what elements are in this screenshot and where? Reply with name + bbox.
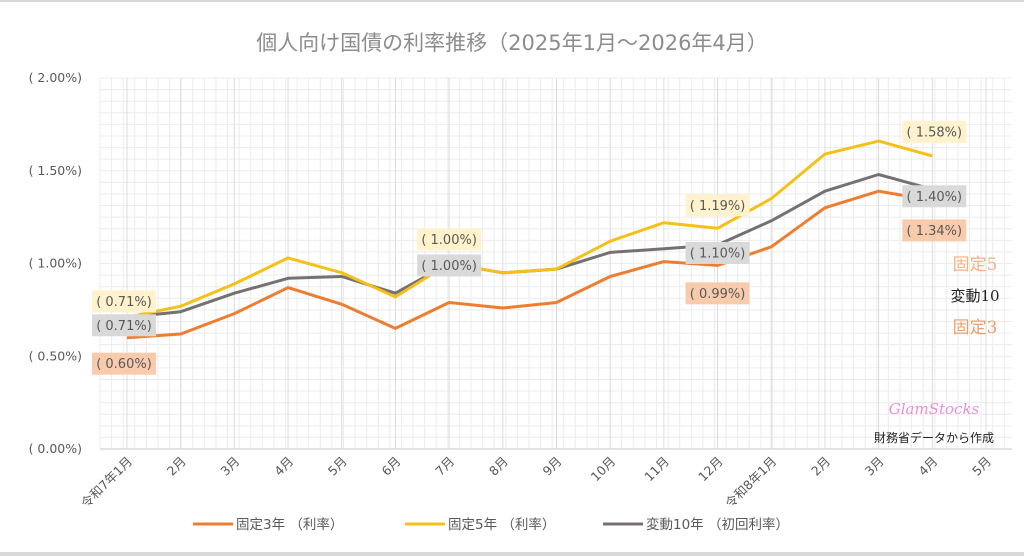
chart-title: 個人向け国債の利率推移（2025年1月～2026年4月） bbox=[256, 31, 768, 55]
legend-label: 固定3年 （利率） bbox=[236, 516, 343, 533]
data-label-text: ( 1.10%) bbox=[690, 246, 746, 261]
legend: 固定3年 （利率） 固定5年 （利率） 変動10年 （初回利率） bbox=[193, 516, 789, 533]
y-axis: ( 0.00%) ( 0.50%) ( 1.00%) ( 1.50%) ( 2.00%) bbox=[29, 70, 82, 456]
data-label: ( 0.99%) bbox=[685, 282, 750, 305]
data-label-text: ( 0.60%) bbox=[96, 357, 152, 372]
y-tick-label: ( 1.50%) bbox=[29, 163, 82, 178]
data-label: ( 0.71%) bbox=[92, 314, 156, 337]
data-label-bg bbox=[685, 194, 750, 217]
data-label: ( 1.40%) bbox=[902, 185, 967, 208]
series-tag-fixed3: 固定3 bbox=[953, 318, 998, 338]
x-tick-label: 3月 bbox=[217, 454, 242, 479]
x-tick-label: 4月 bbox=[271, 454, 296, 479]
x-tick-label: 8月 bbox=[486, 454, 511, 479]
data-label-bg bbox=[685, 282, 750, 305]
legend-item: 固定3年 （利率） bbox=[193, 516, 343, 533]
data-label: ( 1.34%) bbox=[902, 219, 967, 242]
data-label-text: ( 1.40%) bbox=[907, 190, 963, 205]
data-label: ( 1.00%) bbox=[417, 228, 482, 251]
source-note: 財務省データから作成 bbox=[874, 430, 994, 445]
data-label-text: ( 1.00%) bbox=[421, 259, 477, 274]
x-tick-label: 3月 bbox=[862, 454, 887, 479]
y-tick-label: ( 2.00%) bbox=[29, 70, 82, 85]
legend-label: 固定5年 （利率） bbox=[448, 516, 555, 533]
data-label: ( 0.60%) bbox=[92, 352, 156, 375]
y-tick-label: ( 0.00%) bbox=[29, 441, 82, 456]
brand-watermark: GlamStocks bbox=[889, 400, 980, 418]
data-label-bg bbox=[417, 228, 482, 251]
data-label-text: ( 0.71%) bbox=[96, 295, 152, 310]
top-border bbox=[0, 0, 1024, 2]
x-tick-label: 5月 bbox=[325, 454, 350, 479]
data-label-bg bbox=[417, 254, 482, 277]
data-label-bg bbox=[902, 219, 967, 242]
x-tick-label: 2月 bbox=[164, 454, 189, 479]
data-labels: ( 0.71%) ( 0.71%) ( 0.60%) ( 1.00%) ( 1.00%)… bbox=[92, 120, 967, 375]
series-tag-fixed5: 固定5 bbox=[953, 255, 998, 275]
data-label: ( 1.19%) bbox=[685, 194, 750, 217]
series-lines bbox=[126, 139, 933, 340]
x-tick-label: 9月 bbox=[540, 454, 565, 479]
bottom-border bbox=[0, 552, 1024, 556]
series-tags: 固定5 変動10 固定3 bbox=[950, 255, 999, 338]
data-label: ( 0.71%) bbox=[92, 290, 156, 313]
x-tick-label: 11月 bbox=[641, 454, 672, 485]
data-label-text: ( 1.58%) bbox=[907, 125, 963, 140]
data-label-bg bbox=[902, 120, 967, 143]
x-tick-label: 令和7年1月 bbox=[78, 454, 135, 511]
series-line-1 bbox=[126, 139, 933, 319]
data-label-bg bbox=[902, 185, 967, 208]
data-label-text: ( 1.19%) bbox=[690, 199, 746, 214]
legend-item: 固定5年 （利率） bbox=[405, 516, 555, 533]
legend-label: 変動10年 （初回利率） bbox=[646, 516, 789, 533]
data-label-text: ( 1.34%) bbox=[907, 224, 963, 239]
series-line-2 bbox=[126, 173, 933, 319]
x-tick-label: 6月 bbox=[378, 454, 403, 479]
data-label-bg bbox=[92, 290, 156, 313]
data-label: ( 1.00%) bbox=[417, 254, 482, 277]
x-tick-label: 4月 bbox=[915, 454, 940, 479]
data-label-text: ( 0.99%) bbox=[690, 287, 746, 302]
legend-item: 変動10年 （初回利率） bbox=[603, 516, 789, 533]
data-label: ( 1.10%) bbox=[685, 241, 750, 264]
x-tick-label: 12月 bbox=[695, 454, 726, 485]
y-tick-label: ( 1.00%) bbox=[29, 256, 82, 271]
series-line-0 bbox=[126, 189, 933, 340]
grid bbox=[99, 77, 1012, 450]
y-tick-label: ( 0.50%) bbox=[29, 348, 82, 363]
data-label-bg bbox=[92, 352, 156, 375]
x-tick-label: 2月 bbox=[808, 454, 833, 479]
data-label-bg bbox=[685, 241, 750, 264]
x-tick-label: 5月 bbox=[969, 454, 994, 479]
x-tick-label: 7月 bbox=[432, 454, 457, 479]
data-label: ( 1.58%) bbox=[902, 120, 967, 143]
x-tick-label: 10月 bbox=[588, 454, 619, 485]
data-label-bg bbox=[92, 314, 156, 337]
series-tag-floating10: 変動10 bbox=[950, 287, 999, 305]
data-label-text: ( 0.71%) bbox=[96, 319, 152, 334]
x-tick-label: 令和8年1月 bbox=[722, 454, 779, 511]
data-label-text: ( 1.00%) bbox=[421, 233, 477, 248]
